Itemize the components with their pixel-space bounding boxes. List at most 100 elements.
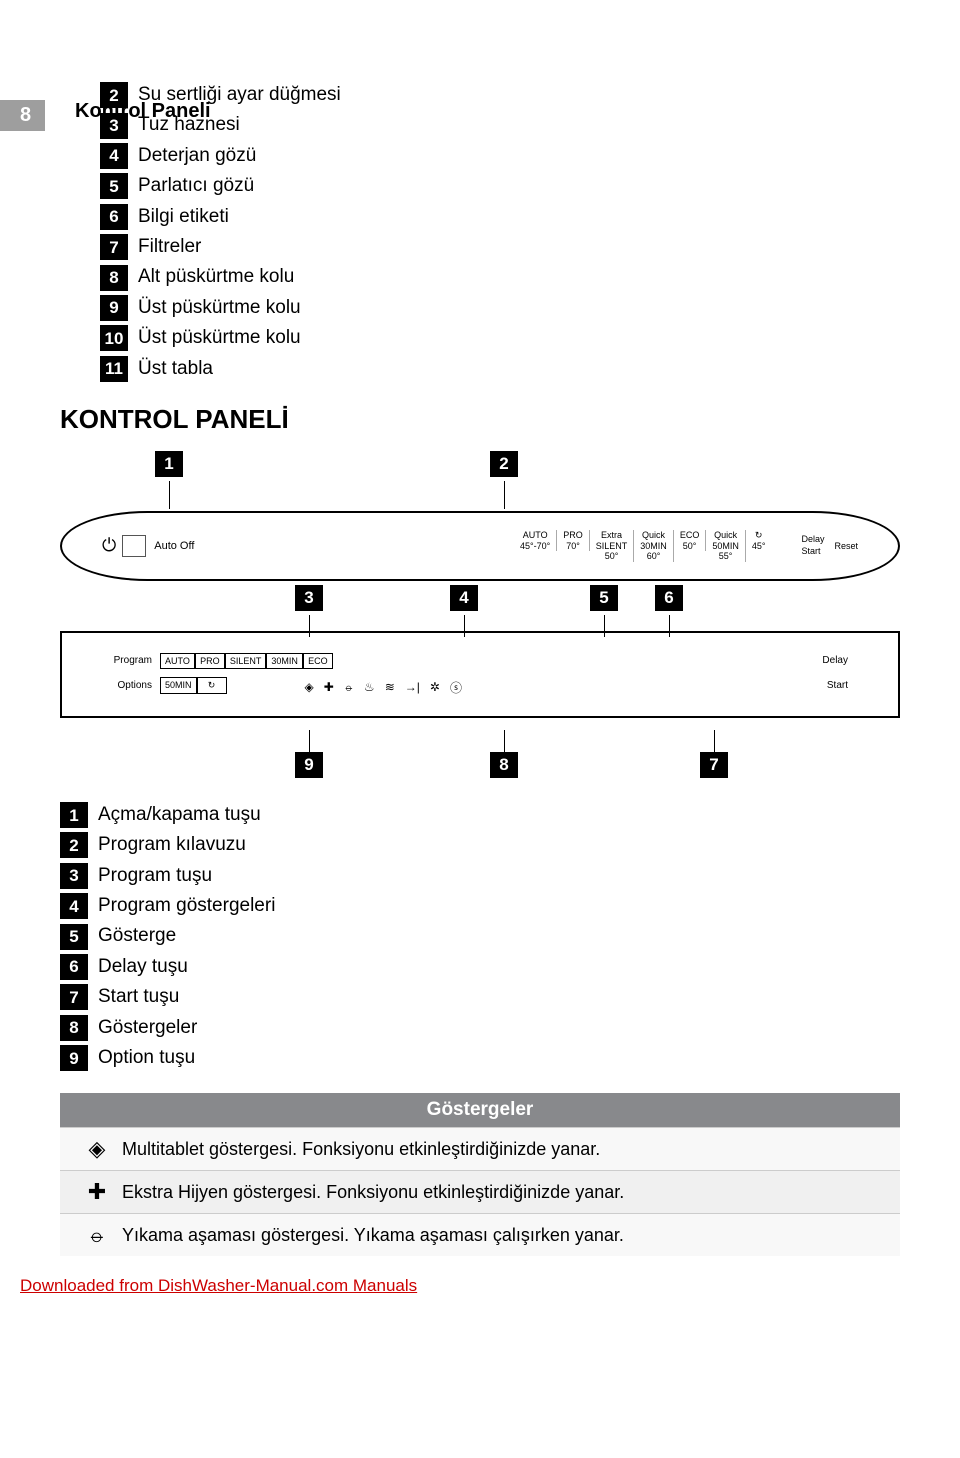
- legend-num: 2: [60, 832, 88, 858]
- callout-lead: [604, 615, 605, 637]
- legend-num: 5: [100, 173, 128, 199]
- seg: ECO: [303, 653, 333, 669]
- prog-l1: Extra: [596, 530, 628, 541]
- seg: 30MIN: [266, 653, 303, 669]
- callout-lead: [504, 730, 505, 752]
- delay-label: Delay: [801, 534, 824, 546]
- legend-num: 9: [100, 295, 128, 321]
- prog-col: PRO70°: [557, 530, 590, 552]
- legend-num: 9: [60, 1045, 88, 1071]
- legend-text: Alt püskürtme kolu: [138, 262, 294, 292]
- prog-l1: PRO: [563, 530, 583, 541]
- callout-row-bottom: 9 8 7: [60, 730, 900, 790]
- callout-lead: [464, 615, 465, 637]
- prog-l1: ECO: [680, 530, 700, 541]
- prog-l2: 50MIN: [712, 541, 739, 552]
- section-title: KONTROL PANELİ: [60, 404, 900, 435]
- tablet-icon: ◈: [305, 680, 314, 694]
- callout-7: 7: [700, 730, 728, 782]
- delay-label-right: Delay: [822, 655, 868, 666]
- rinse-icon: ↻: [752, 530, 766, 541]
- legend-num: 3: [60, 863, 88, 889]
- legend-row: 3Tuz haznesi: [100, 110, 900, 140]
- legend-text: Bilgi etiketi: [138, 202, 229, 232]
- start-label: Start: [801, 546, 824, 558]
- table-header: Göstergeler: [60, 1093, 900, 1127]
- table-text: Multitablet göstergesi. Fonksiyonu etkin…: [122, 1139, 600, 1160]
- legend-row: 2Su sertliği ayar düğmesi: [100, 80, 900, 110]
- legend-text: Gösterge: [98, 921, 176, 951]
- prog-l2: SILENT: [596, 541, 628, 552]
- seg: PRO: [195, 653, 225, 669]
- legend-row: 8Alt püskürtme kolu: [100, 262, 900, 292]
- power-button-box: [122, 535, 146, 557]
- page: 8 Kontrol Paneli 2Su sertliği ayar düğme…: [0, 80, 960, 1326]
- legend-list-1: 2Su sertliği ayar düğmesi 3Tuz haznesi 4…: [100, 80, 900, 384]
- callout-lead: [669, 615, 670, 637]
- prog-l2: 30MIN: [640, 541, 667, 552]
- prog-col: ↻45°: [746, 530, 772, 552]
- legend-text: Program kılavuzu: [98, 830, 246, 860]
- panel-row-bottom: Options 50MIN ↻ ◈ ✚ ⦵ ♨ ≋ →| ✲ ⓢ: [92, 675, 868, 696]
- heat2-icon: ≋: [385, 680, 395, 694]
- legend-num: 5: [60, 924, 88, 950]
- legend-num: 7: [60, 984, 88, 1010]
- callout-row-mid: 3 4 5 6: [60, 581, 900, 631]
- seg: AUTO: [160, 653, 195, 669]
- legend-text: Start tuşu: [98, 982, 179, 1012]
- legend-text: Filtreler: [138, 232, 201, 262]
- callout-4: 4: [450, 585, 478, 637]
- hygiene-icon: ✚: [72, 1179, 122, 1205]
- prog-l1: AUTO: [520, 530, 550, 541]
- legend-text: Parlatıcı gözü: [138, 171, 254, 201]
- prog-col: Quick30MIN60°: [634, 530, 674, 562]
- indicators-table: Göstergeler ◈ Multitablet göstergesi. Fo…: [60, 1093, 900, 1256]
- legend-row: 4Program göstergeleri: [60, 891, 900, 921]
- legend-row: 7Filtreler: [100, 232, 900, 262]
- prog-l1: Quick: [712, 530, 739, 541]
- legend-row: 10Üst püskürtme kolu: [100, 323, 900, 353]
- legend-num: 4: [60, 893, 88, 919]
- power-icon: ⏻: [102, 535, 116, 556]
- seg: 50MIN: [160, 677, 197, 694]
- callout-row-top: 1 2: [60, 451, 900, 511]
- program-label: Program: [92, 655, 152, 666]
- salt-icon: ⓢ: [450, 679, 462, 696]
- prog-col: Quick50MIN55°: [706, 530, 746, 562]
- legend-row: 2 Program kılavuzu: [60, 830, 900, 860]
- panel-row-top: Program AUTO PRO SILENT 30MIN ECO Delay: [92, 653, 868, 669]
- table-row: ✚ Ekstra Hijyen göstergesi. Fonksiyonu e…: [60, 1170, 900, 1213]
- legend-text: Üst püskürtme kolu: [138, 293, 301, 323]
- callout-6: 6: [655, 585, 683, 637]
- page-title: Kontrol Paneli: [75, 100, 211, 123]
- table-text: Yıkama aşaması göstergesi. Yıkama aşamas…: [122, 1225, 624, 1246]
- segment-boxes-bottom: 50MIN ↻: [160, 677, 227, 694]
- reset-label: Reset: [834, 541, 858, 551]
- footer-link[interactable]: Downloaded from DishWasher-Manual.com Ma…: [20, 1276, 417, 1296]
- callout-2: 2: [490, 451, 518, 509]
- panel-diagram: 1 2 ⏻ Auto Off AUTO45°-70° PRO70° ExtraS…: [60, 451, 900, 790]
- legend-text: Program tuşu: [98, 861, 212, 891]
- prog-l3: 60°: [640, 551, 667, 562]
- legend-row: 9 Üst püskürtme kolu: [100, 293, 900, 323]
- callout-1: 1: [155, 451, 183, 509]
- legend-text: Açma/kapama tuşu: [98, 800, 261, 830]
- legend-row: 5 Gösterge: [60, 921, 900, 951]
- legend-text: Option tuşu: [98, 1043, 195, 1073]
- legend-num: 11: [100, 356, 128, 382]
- legend-row: 8Göstergeler: [60, 1013, 900, 1043]
- table-row: ⦵ Yıkama aşaması göstergesi. Yıkama aşam…: [60, 1213, 900, 1256]
- legend-text: Deterjan gözü: [138, 141, 256, 171]
- callout-num: 3: [295, 585, 323, 611]
- prog-l2: 70°: [563, 541, 583, 552]
- page-number-tab: 8: [0, 100, 45, 131]
- hygiene-icon: ✚: [324, 680, 334, 694]
- callout-num: 4: [450, 585, 478, 611]
- panel-bottom-inner: Program AUTO PRO SILENT 30MIN ECO Delay …: [92, 653, 868, 696]
- wash-icon: ⦵: [72, 1222, 122, 1248]
- legend-row: 6Delay tuşu: [60, 952, 900, 982]
- program-strip: AUTO45°-70° PRO70° ExtraSILENT50° Quick3…: [514, 530, 771, 562]
- callout-lead: [169, 481, 170, 509]
- callout-num: 2: [490, 451, 518, 477]
- table-text: Ekstra Hijyen göstergesi. Fonksiyonu etk…: [122, 1182, 624, 1203]
